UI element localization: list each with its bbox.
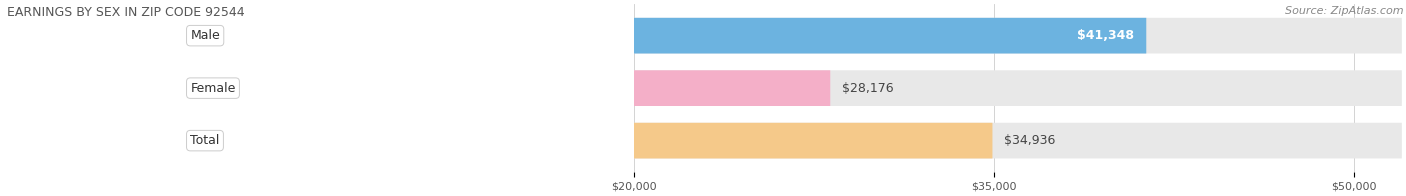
FancyBboxPatch shape <box>155 18 1146 54</box>
Text: $41,348: $41,348 <box>1077 29 1135 42</box>
FancyBboxPatch shape <box>155 70 1402 106</box>
Text: Male: Male <box>190 29 219 42</box>
Text: EARNINGS BY SEX IN ZIP CODE 92544: EARNINGS BY SEX IN ZIP CODE 92544 <box>7 6 245 19</box>
Text: Total: Total <box>190 134 219 147</box>
Text: Source: ZipAtlas.com: Source: ZipAtlas.com <box>1285 6 1403 16</box>
Text: $28,176: $28,176 <box>842 82 894 95</box>
FancyBboxPatch shape <box>155 18 1402 54</box>
Text: Female: Female <box>190 82 236 95</box>
Text: $34,936: $34,936 <box>1004 134 1056 147</box>
FancyBboxPatch shape <box>155 70 831 106</box>
FancyBboxPatch shape <box>155 123 1402 158</box>
FancyBboxPatch shape <box>155 123 993 158</box>
